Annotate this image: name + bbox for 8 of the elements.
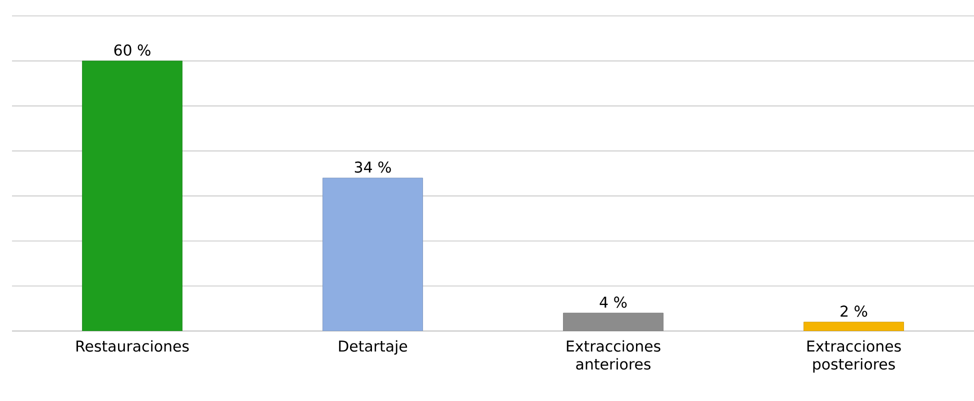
data-label: 60 % xyxy=(114,44,150,56)
data-label: 34 % xyxy=(354,161,391,173)
data-label: 2 % xyxy=(840,306,868,317)
data-label: 4 % xyxy=(600,296,627,308)
x-tick-label: Restauraciones xyxy=(76,340,189,352)
x-tick-label: Extracciones posteriores xyxy=(807,340,901,373)
x-tick-label: Detartaje xyxy=(339,340,408,355)
x-tick-label: Extracciones anteriores xyxy=(566,340,660,370)
